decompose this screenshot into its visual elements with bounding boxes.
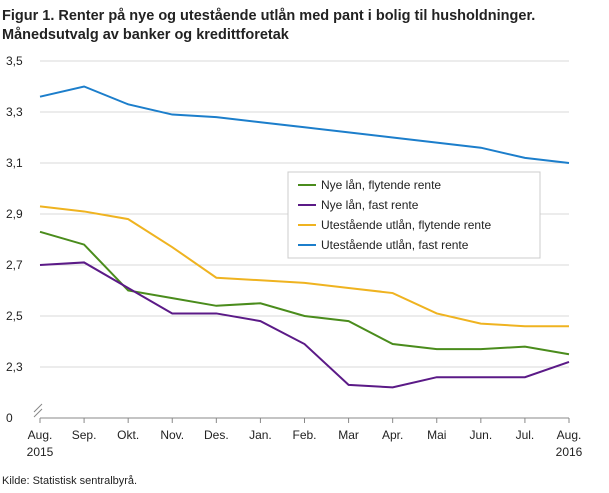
series-line [39, 85, 570, 164]
x-tick-label: Apr. [382, 428, 403, 442]
y-tick-label: 2,9 [6, 207, 23, 221]
x-tick-label: Aug. [557, 428, 582, 442]
x-tick-label: Nov. [160, 428, 184, 442]
chart-subtitle: Månedsutvalg av banker og kredittforetak [2, 27, 290, 43]
x-tick-label: Sep. [72, 428, 97, 442]
x-tick-label: Jun. [469, 428, 492, 442]
legend-label: Utestående utlån, flytende rente [321, 218, 491, 232]
y-tick-label: 2,5 [6, 309, 23, 323]
chart-title: Figur 1. Renter på nye og utestående utl… [2, 8, 535, 24]
legend-box [287, 171, 541, 259]
legend-label: Nye lån, fast rente [321, 198, 419, 212]
x-tick-label: Des. [204, 428, 229, 442]
y-tick-label: 3,5 [6, 54, 23, 68]
x-year-label: 2016 [556, 445, 583, 459]
x-tick-label: Jan. [249, 428, 272, 442]
y-tick-label: 3,1 [6, 156, 23, 170]
legend-label: Utestående utlån, fast rente [321, 238, 469, 252]
y-break-label: 0 [6, 411, 13, 425]
x-tick-label: Feb. [292, 428, 316, 442]
x-tick-label: Mar [338, 428, 359, 442]
series-line [39, 205, 569, 328]
y-tick-label: 3,3 [6, 105, 23, 119]
x-tick-label: Mai [427, 428, 446, 442]
x-tick-label: Jul. [516, 428, 535, 442]
x-tick-label: Aug. [28, 428, 53, 442]
x-year-label: 2015 [27, 445, 54, 459]
legend-label: Nye lån, flytende rente [321, 178, 441, 192]
source: Kilde: Statistisk sentralbyrå. [2, 475, 137, 487]
series-line [39, 261, 570, 389]
series-line [39, 230, 570, 356]
y-tick-label: 2,3 [6, 360, 23, 374]
axis-break [33, 403, 43, 418]
y-tick-label: 2,7 [6, 258, 23, 272]
x-tick-label: Okt. [117, 428, 139, 442]
